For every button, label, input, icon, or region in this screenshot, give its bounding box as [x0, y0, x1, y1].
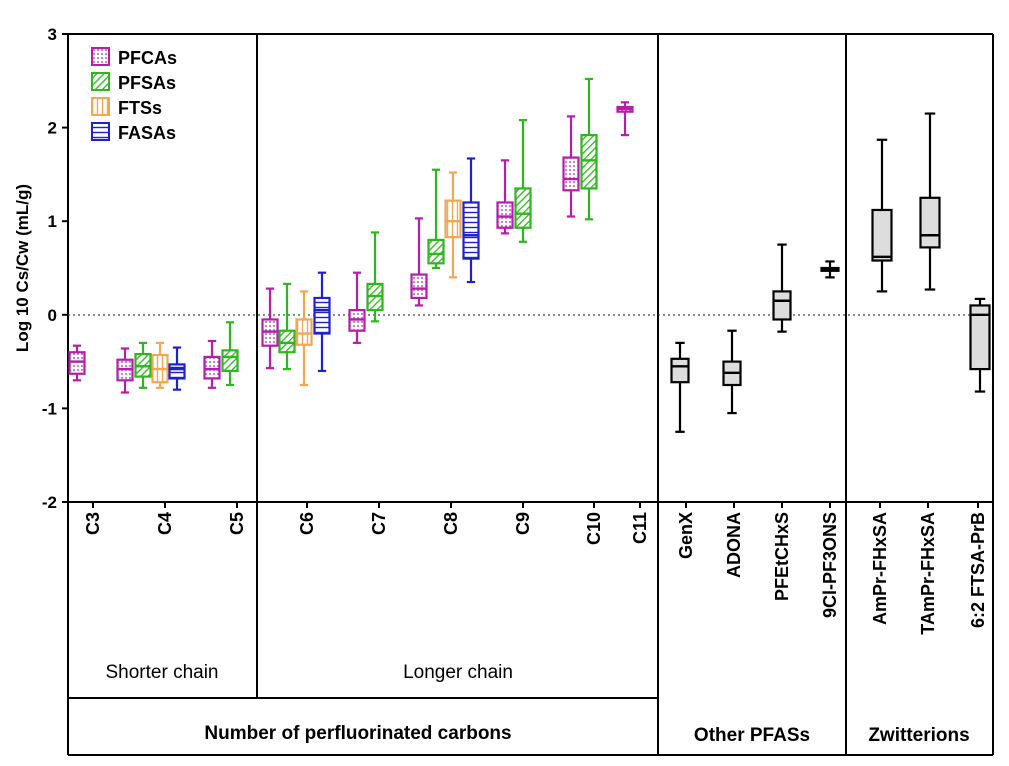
x-tick-label-pfetchxs: PFEtCHxS [772, 512, 792, 601]
y-axis-ticks: -2 -1 0 1 2 3 [42, 25, 68, 512]
x-axis-categories: C3 C4 C5 C6 C7 C8 C9 C10 C11 GenX ADONA PFEtCHxS 9Cl… [83, 502, 988, 635]
box-iqr [562, 156, 580, 192]
box-c5-pfsas [221, 321, 239, 387]
y-tick-label: 3 [48, 25, 57, 44]
box-c8-pfsas [427, 168, 445, 270]
group-label-carbons: Number of perfluorinated carbons [204, 723, 511, 744]
box-c7-pfcas [348, 271, 366, 344]
box-c4-pfsas [134, 341, 152, 389]
legend-swatch-pfsas [91, 72, 110, 91]
x-tick-label-c5: C5 [227, 512, 247, 535]
box-iqr [496, 201, 514, 229]
box-c4-ftss [151, 341, 169, 389]
box-iqr [410, 273, 428, 300]
x-tick-label-c8: C8 [441, 512, 461, 535]
x-tick-label-6-2-ftsa-prb: 6:2 FTSA-PrB [968, 512, 988, 628]
x-tick-label-c4: C4 [155, 512, 175, 535]
x-tick-label-c9: C9 [513, 512, 533, 535]
group-label-shorter-chain: Shorter chain [105, 662, 218, 683]
box-c11-pfcas [616, 101, 634, 137]
box-c6-ftss [295, 290, 313, 387]
box-genx-other [670, 341, 690, 433]
box-c6-pfcas [261, 287, 279, 370]
boxplots [68, 77, 991, 433]
box-tampr-fhxsa-zwitterion [919, 112, 941, 291]
box-c6-pfsas [278, 282, 296, 371]
box-iqr [68, 351, 86, 375]
legend-label-pfsas: PFSAs [118, 73, 176, 93]
x-tick-label-9cl-pf3ons: 9Cl-PF3ONS [820, 512, 840, 618]
box-c8-fasas [462, 157, 480, 284]
box-iqr [427, 238, 445, 265]
group-label-zwitterions: Zwitterions [868, 725, 969, 746]
group-label-other-pfass: Other PFASs [694, 725, 810, 746]
box-c7-pfsas [366, 231, 384, 323]
box-c10-pfcas [562, 115, 580, 218]
x-tick-label-tampr-fhxsa: TAmPr-FHxSA [918, 512, 938, 635]
box-c6-fasas [313, 271, 331, 373]
box-iqr [313, 296, 331, 335]
box-adona-other [722, 329, 742, 415]
box-c4-fasas [168, 346, 186, 391]
box-9cl-pf3ons-other [820, 260, 840, 279]
box-iqr [462, 201, 480, 260]
box-iqr [168, 363, 186, 380]
x-tick-label-c6: C6 [297, 512, 317, 535]
box-iqr [278, 329, 296, 354]
box-6-2-ftsa-prb-zwitterion [969, 297, 991, 393]
box-c8-pfcas [410, 217, 428, 307]
box-iqr [444, 199, 462, 239]
box-c3-pfcas [68, 344, 86, 382]
x-tick-label-c3: C3 [83, 512, 103, 535]
box-iqr [871, 208, 893, 262]
box-iqr [580, 133, 598, 190]
box-iqr [295, 318, 313, 346]
x-tick-label-ampr-fhxsa: AmPr-FHxSA [870, 512, 890, 625]
x-tick-label-c10: C10 [584, 512, 604, 545]
box-c10-pfsas [580, 77, 598, 221]
legend-label-pfcas: PFCAs [118, 48, 177, 68]
box-iqr [969, 304, 991, 371]
box-ampr-fhxsa-zwitterion [871, 138, 893, 293]
x-tick-label-genx: GenX [676, 512, 696, 559]
y-tick-label: -2 [42, 493, 57, 512]
box-iqr [221, 349, 239, 373]
box-c4-pfcas [116, 347, 134, 394]
frame [67, 33, 994, 756]
box-c5-pfcas [203, 339, 221, 389]
box-iqr [514, 187, 532, 229]
legend-swatch-ftss [91, 97, 110, 116]
legend-swatch-pfcas [91, 47, 110, 66]
legend-label-fasas: FASAs [118, 123, 176, 143]
box-c9-pfsas [514, 119, 532, 243]
box-iqr [919, 196, 941, 249]
legend: PFCAs PFSAs FTSs FASAs [91, 47, 177, 143]
box-pfetchxs-other [772, 243, 792, 333]
y-tick-label: -1 [42, 399, 57, 418]
box-c9-pfcas [496, 159, 514, 235]
x-tick-label-c7: C7 [369, 512, 389, 535]
x-tick-label-c11: C11 [630, 512, 650, 544]
y-axis-label: Log 10 Cs/Cw (mL/g) [13, 184, 32, 352]
x-tick-label-adona: ADONA [724, 512, 744, 578]
box-iqr [670, 357, 690, 384]
y-tick-label: 1 [48, 212, 57, 231]
legend-swatch-fasas [91, 122, 110, 141]
group-label-longer-chain: Longer chain [403, 662, 513, 683]
box-c8-ftss [444, 171, 462, 279]
y-tick-label: 2 [48, 119, 57, 138]
y-tick-label: 0 [48, 306, 57, 325]
legend-label-ftss: FTSs [118, 98, 162, 118]
box-iqr [772, 290, 792, 321]
box-iqr [203, 355, 221, 380]
